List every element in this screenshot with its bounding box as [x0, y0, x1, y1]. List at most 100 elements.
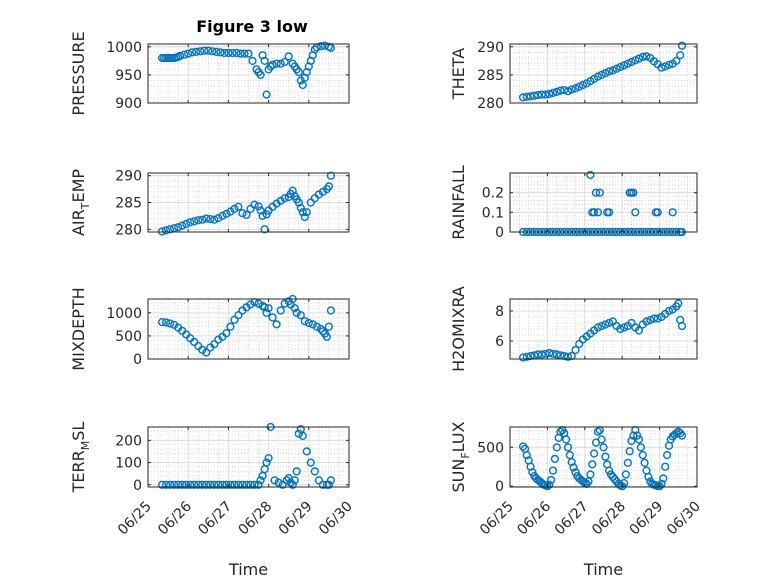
data-point [238, 480, 247, 489]
data-point [280, 299, 289, 308]
data-point [298, 80, 307, 90]
x-tick-label: 06/26 [155, 498, 195, 538]
y-tick-label: 1000 [106, 306, 142, 322]
data-point [597, 435, 606, 444]
data-point [589, 208, 599, 217]
data-point [625, 447, 634, 456]
data-point [238, 209, 247, 218]
data-point [545, 480, 554, 489]
data-point [677, 321, 687, 331]
y-tick-label: 500 [477, 440, 504, 456]
data-point [604, 318, 614, 328]
data-point [604, 466, 614, 475]
data-point [661, 62, 670, 71]
data-point [545, 348, 554, 358]
data-point [234, 311, 243, 320]
data-point [324, 480, 334, 489]
y-tick-label: 290 [115, 169, 142, 185]
data-point [202, 480, 211, 489]
y-axis-label: THETA [449, 48, 468, 100]
data-point [677, 431, 687, 440]
data-point [324, 182, 334, 191]
y-tick-label: 1000 [106, 40, 142, 56]
x-tick-label: 06/30 [316, 499, 356, 539]
data-point [627, 436, 636, 446]
data-point [586, 170, 595, 180]
data-point [292, 467, 301, 476]
data-point [601, 452, 610, 461]
y-tick-label: 500 [115, 329, 142, 345]
y-axis-label: AIRTEMP [69, 169, 92, 236]
data-point [236, 49, 245, 58]
data-point [541, 90, 550, 99]
data-point [202, 348, 211, 357]
x-tick-label: 06/27 [195, 499, 235, 539]
figure-title: Figure 3 low [196, 17, 308, 36]
data-point [518, 353, 528, 362]
data-point [322, 332, 332, 341]
data-point [560, 85, 569, 95]
mixdepth-subplot: 0 500 1000 MIXDEPTH [69, 287, 350, 371]
data-point [310, 45, 319, 54]
data-point [198, 215, 207, 224]
y-axis-label: SUNFLUX [449, 421, 472, 492]
data-point [280, 194, 289, 203]
data-point [256, 476, 265, 485]
data-point [184, 49, 193, 58]
data-point [616, 62, 625, 72]
y-tick-label: 285 [115, 196, 142, 212]
data-point [567, 85, 576, 94]
x-tick-label: 06/27 [552, 499, 592, 539]
data-point [316, 324, 326, 334]
data-point [276, 59, 285, 68]
data-point [254, 480, 263, 489]
data-point [526, 92, 535, 101]
data-point [674, 299, 683, 308]
data-point [272, 59, 281, 68]
data-point [537, 350, 546, 359]
data-point [533, 90, 543, 100]
data-point [552, 87, 561, 96]
data-point [561, 435, 571, 444]
y-tick-label: 0 [133, 352, 142, 368]
y-tick-label: 100 [115, 456, 142, 472]
data-point [212, 47, 221, 57]
data-point [550, 454, 560, 464]
data-point [518, 442, 528, 451]
data-point [264, 304, 273, 313]
data-point [210, 215, 219, 224]
data-point [288, 480, 297, 489]
y-axis-label: MIXDEPTH [69, 287, 88, 370]
x-axis-label: Time [228, 560, 268, 579]
x-tick-label: 06/28 [589, 499, 629, 539]
data-point [170, 480, 179, 489]
y-tick-label: 8 [495, 304, 504, 320]
data-point [268, 60, 277, 69]
rainfall-subplot: 0 0.1 0.2 RAINFALL [449, 165, 698, 241]
data-point [258, 211, 267, 221]
data-point [593, 427, 603, 436]
data-point [619, 323, 629, 332]
y-tick-label: 290 [477, 40, 504, 56]
sun-flux-subplot: 0 500 SUNFLUX06/2506/2606/2706/2806/2906/3… [449, 421, 704, 579]
data-point [627, 57, 636, 67]
data-point [644, 472, 653, 482]
axes-box [509, 172, 698, 233]
data-point [634, 54, 644, 63]
data-point [638, 52, 647, 62]
data-point [298, 208, 307, 217]
axes-box [509, 43, 698, 104]
y-tick-label: 0 [133, 478, 142, 494]
data-point [272, 320, 281, 329]
data-point [298, 431, 307, 441]
data-point [162, 480, 171, 489]
x-tick-label: 06/29 [276, 499, 316, 539]
data-point [599, 443, 608, 452]
data-point [312, 322, 321, 331]
data-point [593, 323, 603, 332]
y-axis-label: TERRMSL [69, 422, 92, 494]
data-point [640, 458, 649, 467]
data-point [270, 476, 279, 485]
data-point [226, 322, 235, 331]
data-point [646, 315, 655, 325]
